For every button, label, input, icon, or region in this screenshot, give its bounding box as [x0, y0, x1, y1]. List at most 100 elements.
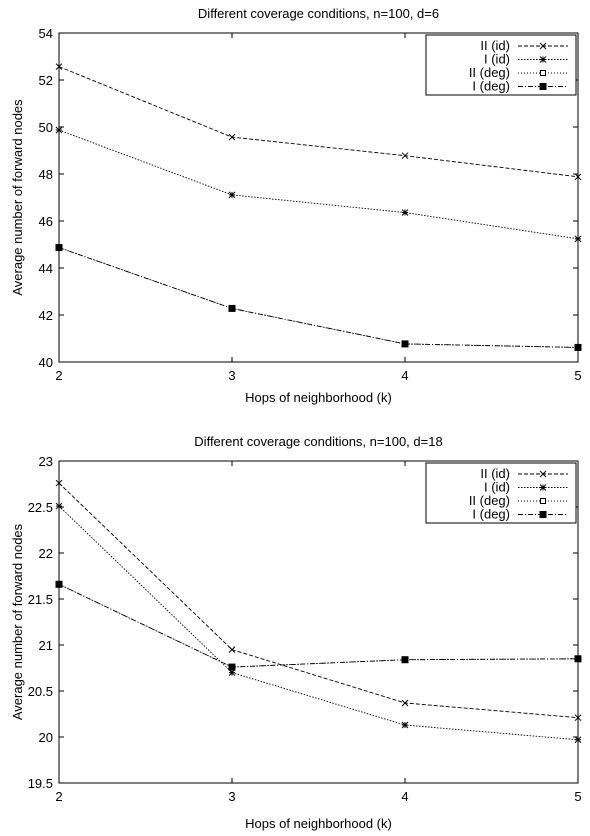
- data-point-sq: [401, 340, 409, 348]
- data-point-b: [401, 699, 409, 707]
- series-line: [58, 247, 579, 348]
- legend-marker: [539, 83, 547, 90]
- data-point: [574, 173, 582, 181]
- x-tick-label: 3: [228, 368, 235, 383]
- legend-marker-sq: [540, 70, 546, 76]
- legend-marker-sq: [540, 498, 546, 504]
- y-tick-label: 42: [39, 308, 53, 323]
- legend-label: II (deg): [469, 65, 510, 80]
- data-point: [228, 304, 236, 312]
- x-tick-label: 2: [55, 789, 62, 804]
- series-3: [56, 244, 581, 351]
- x-axis-label: Hops of neighborhood (k): [245, 816, 392, 831]
- x-tick-label: 4: [401, 368, 408, 383]
- legend-marker: [539, 42, 547, 50]
- legend-label: II (id): [480, 38, 510, 53]
- y-axis-label: Average number of forward nodes: [10, 99, 25, 296]
- data-point: [228, 191, 236, 199]
- data-point-sq: [574, 343, 582, 351]
- legend-marker: [539, 511, 547, 518]
- legend-box: [425, 462, 577, 524]
- data-point: [574, 714, 582, 722]
- data-point: [55, 580, 63, 588]
- data-point-b: [401, 152, 409, 160]
- legend: II (id)I (id)II (deg)I (deg): [425, 462, 577, 524]
- y-tick-label: 50: [39, 120, 53, 135]
- data-point-b: [228, 646, 236, 653]
- y-tick-label: 44: [39, 261, 53, 276]
- y-tick-label: 54: [39, 26, 53, 41]
- series-line: [58, 583, 579, 668]
- data-point-b: [574, 173, 582, 181]
- legend-label: I (id): [484, 480, 510, 495]
- data-point: [574, 655, 582, 663]
- data-point: [55, 126, 63, 134]
- data-point: [401, 721, 409, 729]
- series-2: [55, 502, 582, 744]
- series-1: [55, 479, 582, 722]
- data-point-b: [574, 714, 582, 722]
- x-tick-label: 5: [574, 789, 581, 804]
- data-point: [401, 340, 409, 348]
- legend-label: I (id): [484, 52, 510, 67]
- chart-title: Different coverage conditions, n=100, d=…: [194, 434, 442, 449]
- legend-marker-b: [539, 470, 547, 478]
- y-tick-label: 21.5: [28, 592, 53, 607]
- y-tick-label: 22.5: [28, 500, 53, 515]
- data-point: [228, 646, 236, 653]
- legend-marker-sq: [539, 511, 547, 518]
- legend-marker: [539, 470, 547, 478]
- data-point: [55, 479, 63, 487]
- data-point: [55, 502, 63, 510]
- legend-marker: [539, 56, 547, 63]
- y-tick-label: 21: [39, 638, 53, 653]
- data-point: [401, 209, 409, 216]
- y-tick-label: 23: [39, 454, 53, 469]
- legend-label: I (deg): [472, 507, 510, 522]
- y-tick-label: 19.5: [28, 776, 53, 791]
- x-axis-label: Hops of neighborhood (k): [245, 390, 392, 405]
- data-point-sq: [574, 655, 582, 663]
- data-point-b: [55, 63, 63, 70]
- x-tick-label: 3: [228, 789, 235, 804]
- data-point-sq: [55, 244, 63, 252]
- data-point: [55, 63, 63, 70]
- chart-title: Different coverage conditions, n=100, d=…: [198, 6, 439, 21]
- y-tick-label: 40: [39, 355, 53, 370]
- data-point: [228, 663, 236, 671]
- series-2: [55, 126, 582, 243]
- data-point-sq: [228, 304, 236, 312]
- data-point: [574, 736, 582, 744]
- legend-marker: [540, 498, 546, 504]
- data-point-sq: [401, 656, 409, 664]
- plot-frame: [58, 32, 579, 363]
- data-point: [228, 669, 236, 676]
- data-point: [574, 343, 582, 351]
- y-axis-label: Average number of forward nodes: [10, 523, 25, 720]
- legend-marker-sq: [539, 83, 547, 90]
- legend: II (id)I (id)II (deg)I (deg): [425, 34, 577, 96]
- x-tick-label: 4: [401, 789, 408, 804]
- legend-marker-b: [539, 42, 547, 50]
- series-line: [58, 482, 579, 719]
- series-4: [55, 244, 582, 351]
- legend-label: I (deg): [472, 79, 510, 94]
- data-point: [401, 699, 409, 707]
- data-point: [55, 244, 63, 252]
- data-point-sq: [55, 580, 63, 588]
- data-point: [574, 235, 582, 243]
- series-3: [56, 581, 581, 671]
- plot-frame: [58, 460, 579, 784]
- y-tick-label: 46: [39, 214, 53, 229]
- series-line: [58, 505, 579, 741]
- series-1: [55, 63, 582, 181]
- series-line: [58, 66, 579, 178]
- data-point: [228, 133, 236, 141]
- legend-box: [425, 34, 577, 96]
- legend-marker: [539, 484, 547, 491]
- series-4: [55, 580, 582, 671]
- legend-marker: [540, 70, 546, 76]
- x-tick-label: 5: [574, 368, 581, 383]
- legend-label: II (deg): [469, 493, 510, 508]
